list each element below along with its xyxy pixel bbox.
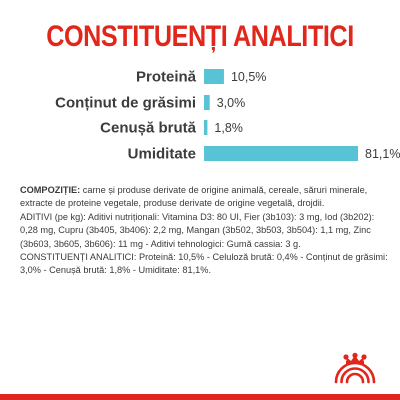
composition-lead: COMPOZIȚIE: — [20, 185, 81, 195]
category-label: Conținut de grăsimi — [55, 95, 196, 112]
analytical-constituents-paragraph: CONSTITUENȚI ANALITICI: Proteină: 10,5% … — [20, 252, 388, 276]
category-label: Proteină — [136, 69, 197, 86]
composition-text-block: COMPOZIȚIE: carne și produse derivate de… — [20, 184, 388, 278]
value-label: 1,8% — [214, 121, 243, 135]
value-label: 81,1% — [365, 147, 400, 161]
composition-ingredients: carne și produse derivate de origine ani… — [20, 185, 368, 209]
royal-canin-crown-icon — [334, 352, 376, 384]
constituents-bar-chart: Proteină 10,5% Conținut de grăsimi 3,0% Cenu… — [55, 69, 400, 163]
bar-2 — [204, 95, 210, 110]
bar-1 — [204, 69, 224, 84]
bar-4 — [204, 146, 358, 161]
chart-title: CONSTITUENȚI ANALITICI — [46, 20, 354, 53]
bar-3 — [204, 120, 208, 135]
footer-red-rule — [0, 394, 400, 400]
value-label: 10,5% — [231, 70, 266, 84]
category-label: Umiditate — [128, 146, 196, 163]
category-label: Cenușă brută — [100, 120, 197, 137]
additives-paragraph: ADITIVI (pe kg): Aditivi nutriționali: V… — [20, 211, 375, 249]
value-label: 3,0% — [217, 96, 246, 110]
composition-paragraph: COMPOZIȚIE: carne și produse derivate de… — [20, 184, 388, 211]
